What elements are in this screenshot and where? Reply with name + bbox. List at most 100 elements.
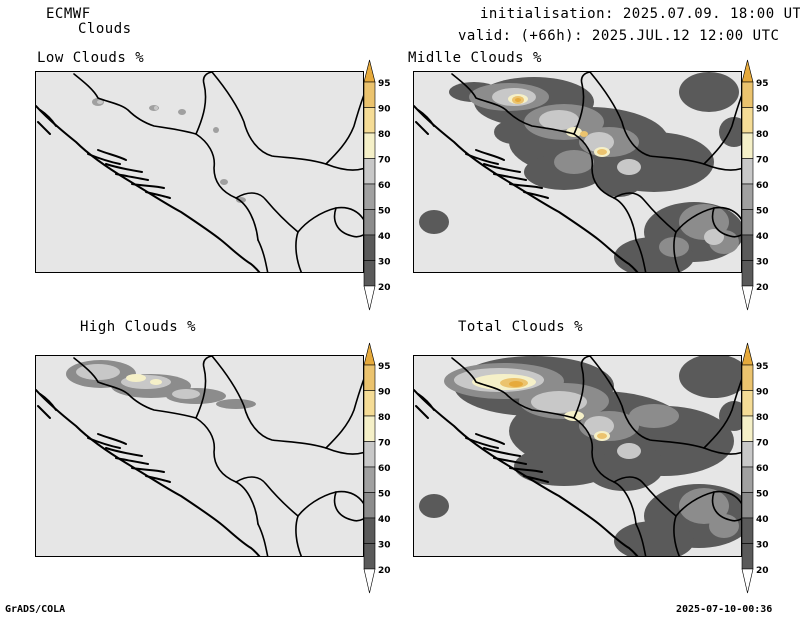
map-outline: [417, 393, 435, 411]
colorbar-tick-label: 20: [756, 283, 769, 293]
product-label: Clouds: [78, 21, 132, 37]
map-outline: [131, 467, 165, 473]
map-outline: [115, 457, 149, 465]
cloud-cover-area: [531, 391, 587, 413]
colorbar-segment: [363, 517, 376, 544]
colorbar-tick-label: 30: [756, 541, 769, 551]
map-outline: [105, 447, 143, 457]
colorbar-tick-label: 60: [756, 181, 769, 191]
cloud-cover-area: [554, 150, 594, 174]
map-outline: [145, 475, 171, 483]
map-outline: [333, 207, 363, 238]
low-cloud-patch: [154, 106, 158, 110]
map-outline: [483, 163, 521, 173]
colorbar-segment: [741, 209, 754, 236]
cloud-cover-area: [509, 381, 523, 387]
colorbar-segment: [363, 364, 376, 391]
map-outline: [573, 356, 591, 419]
cloud-cover-area: [704, 229, 724, 245]
colorbar-high: 20 30 40 50 60 70 80 90 95: [363, 342, 404, 594]
map-outline: [451, 357, 575, 419]
map-outline: [451, 73, 575, 135]
colorbar-arrow-min: [363, 285, 376, 311]
map-outline: [195, 356, 213, 419]
colorbar-low: 20 30 40 50 60 70 80 90 95: [363, 59, 404, 311]
colorbar-segment: [741, 260, 754, 287]
map-outline: [415, 405, 429, 419]
colorbar-segment: [363, 441, 376, 468]
colorbar-segment: [363, 107, 376, 134]
colorbar-segment: [363, 81, 376, 108]
colorbar-segment: [741, 492, 754, 519]
map-outline: [523, 475, 549, 483]
high-cloud-band: [76, 364, 120, 380]
panel-title-middle: Midlle Clouds %: [408, 50, 542, 66]
colorbar-tick-label: 50: [378, 490, 391, 500]
cloud-cover-area: [679, 72, 739, 112]
map-outline: [493, 457, 527, 465]
colorbar-tick-label: 50: [756, 490, 769, 500]
colorbar-segment: [741, 466, 754, 493]
panel-title-total: Total Clouds %: [458, 319, 584, 335]
map-outline: [673, 515, 681, 556]
map-outline: [465, 437, 499, 449]
map-outline: [235, 476, 299, 517]
map-outline: [573, 417, 637, 525]
colorbar-total: 20 30 40 50 60 70 80 90 95: [741, 342, 782, 594]
colorbar-tick-label: 20: [378, 566, 391, 576]
map-outline: [711, 207, 741, 238]
map-outline: [475, 433, 505, 445]
colorbar-middle: 20 30 40 50 60 70 80 90 95: [741, 59, 782, 311]
map-outline: [97, 149, 127, 161]
colorbar-segment: [363, 209, 376, 236]
cloud-cover-area: [419, 494, 449, 518]
colorbar-segment: [363, 183, 376, 210]
map-outline: [635, 239, 647, 272]
colorbar-segment: [741, 234, 754, 261]
colorbar-tick-label: 50: [756, 207, 769, 217]
map-outline: [483, 447, 521, 457]
colorbar-segment: [363, 466, 376, 493]
map-outline: [333, 491, 363, 522]
cloud-cover-area: [539, 110, 579, 130]
colorbar-segment: [741, 158, 754, 185]
colorbar-segment: [363, 132, 376, 159]
colorbar-tick-label: 80: [756, 130, 769, 140]
colorbar-segment: [741, 441, 754, 468]
map-outline: [73, 73, 197, 135]
colorbar-segment: [363, 415, 376, 442]
map-outline: [235, 192, 299, 233]
colorbar-segment: [741, 517, 754, 544]
low-clouds-map: [35, 71, 364, 273]
colorbar-segment: [363, 158, 376, 185]
panel-title-low: Low Clouds %: [37, 50, 145, 66]
colorbar-tick-label: 70: [378, 156, 391, 166]
colorbar-arrow-min: [363, 568, 376, 594]
footer-software: GrADS/COLA: [5, 604, 66, 615]
colorbar-tick-label: 20: [378, 283, 391, 293]
cloud-cover-area: [584, 441, 664, 491]
map-outline: [97, 433, 127, 445]
colorbar-tick-label: 80: [756, 413, 769, 423]
colorbar-tick-label: 30: [378, 258, 391, 268]
low-cloud-patch: [220, 179, 228, 185]
low-cloud-patch: [97, 100, 103, 104]
map-outline: [37, 405, 51, 419]
map-outline: [297, 490, 363, 517]
map-outline: [145, 191, 171, 199]
map-outline: [295, 515, 303, 556]
colorbar-tick-label: 70: [378, 439, 391, 449]
colorbar-tick-label: 70: [756, 156, 769, 166]
colorbar-tick-label: 95: [756, 79, 769, 89]
map-outline: [195, 133, 259, 241]
cloud-cover-area: [564, 411, 584, 421]
map-outline: [295, 231, 303, 272]
map-outline: [711, 491, 741, 522]
map-outline: [703, 95, 741, 165]
colorbar-segment: [363, 260, 376, 287]
colorbar-arrow-max: [363, 59, 376, 83]
colorbar-tick-label: 80: [378, 130, 391, 140]
colorbar-tick-label: 90: [756, 105, 769, 115]
colorbar-segment: [741, 107, 754, 134]
colorbar-tick-label: 60: [756, 464, 769, 474]
